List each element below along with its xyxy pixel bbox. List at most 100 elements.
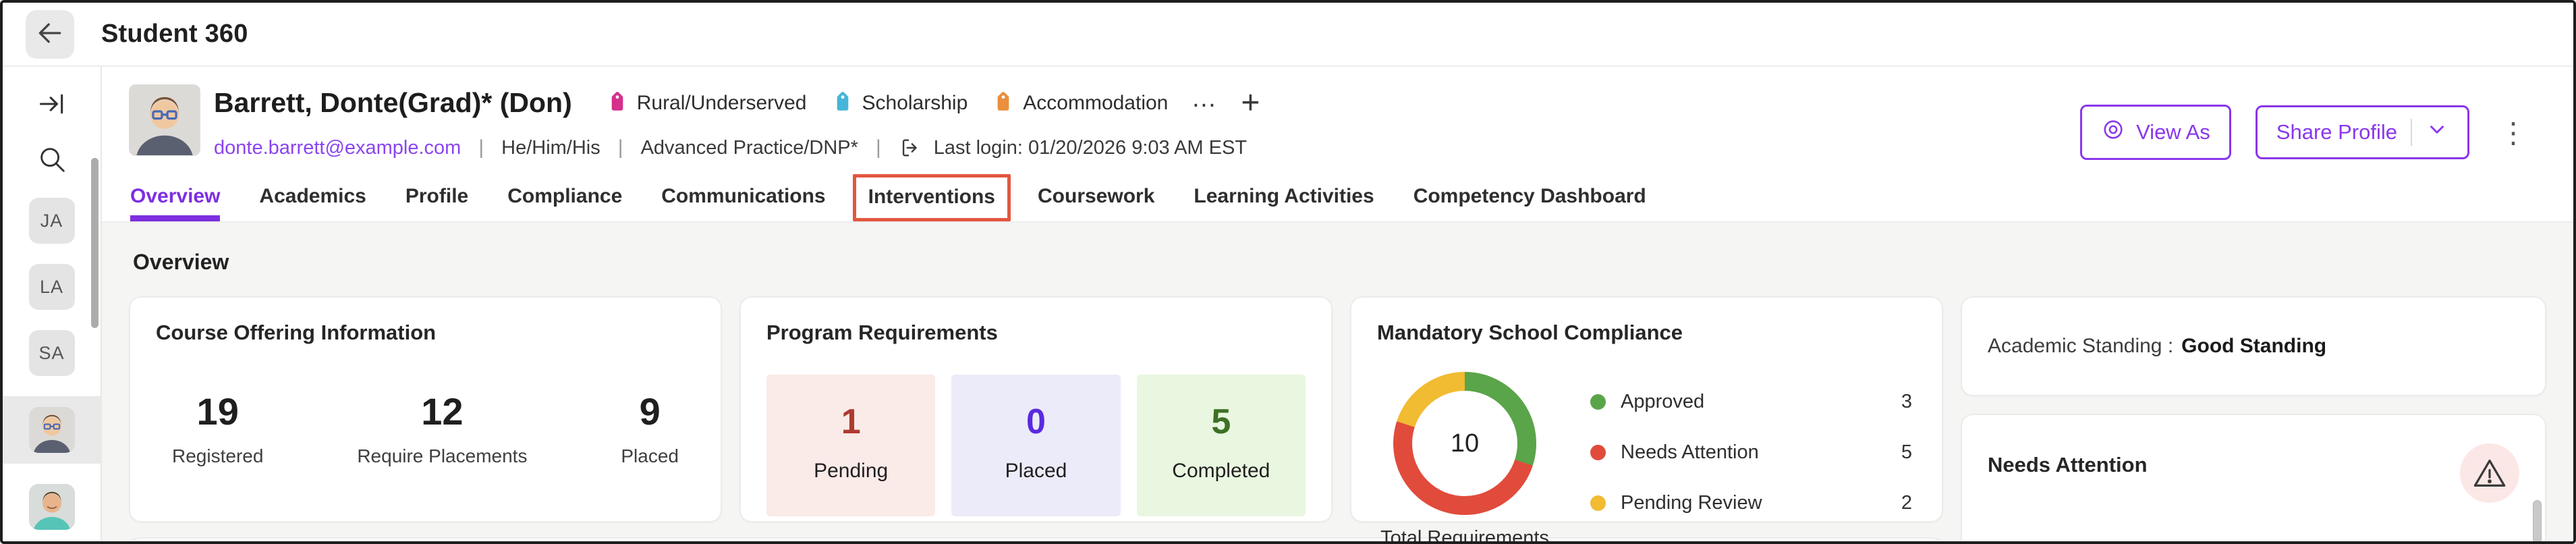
back-arrow-icon <box>35 18 65 50</box>
mandatory-compliance-card: Mandatory School Compliance 10 Total Req… <box>1350 296 1943 541</box>
view-as-button[interactable]: View As <box>2080 105 2231 160</box>
stat-label: Registered <box>172 445 264 466</box>
compliance-donut-chart: 10 <box>1393 372 1536 515</box>
tab-interventions[interactable]: Interventions <box>852 174 1011 221</box>
academic-standing-value: Good Standing <box>2181 335 2327 357</box>
tag-icon <box>986 86 1018 119</box>
tile-completed: 5 Completed <box>1136 375 1306 516</box>
divider: | <box>478 136 484 159</box>
donut-total-label: Total Requirements <box>1380 527 1549 541</box>
student-name: Barrett, Donte(Grad)* (Don) <box>214 87 572 118</box>
share-profile-button[interactable]: Share Profile <box>2255 105 2469 159</box>
kebab-menu-button[interactable]: ⋮ <box>2494 116 2533 149</box>
program-requirements-card: Program Requirements 1 Pending 0 Placed <box>739 296 1333 522</box>
divider: | <box>617 136 623 159</box>
overview-section: Overview Course Offering Information 19 … <box>102 221 2573 541</box>
tab-overview[interactable]: Overview <box>130 185 221 221</box>
legend-needs-attention: Needs Attention 5 <box>1590 441 1912 464</box>
tab-profile[interactable]: Profile <box>405 185 469 207</box>
card-title: Program Requirements <box>766 321 998 344</box>
tag-icon <box>600 86 632 119</box>
tab-academics[interactable]: Academics <box>259 185 366 207</box>
legend-label: Needs Attention <box>1621 441 1759 463</box>
card-title: Mandatory School Compliance <box>1377 321 1683 344</box>
share-profile-label: Share Profile <box>2276 120 2397 144</box>
avatar <box>28 407 75 453</box>
tab-communications[interactable]: Communications <box>661 185 826 207</box>
card-scrollbar[interactable] <box>2533 500 2542 541</box>
tab-compliance[interactable]: Compliance <box>507 185 623 207</box>
stat-require-placements: 12 Require Placements <box>357 389 527 467</box>
search-button[interactable] <box>36 142 67 178</box>
warning-triangle-icon <box>2460 443 2519 503</box>
stat-label: Placed <box>621 445 679 466</box>
academic-standing-label: Academic Standing : <box>1988 335 2174 357</box>
page-title: Student 360 <box>101 20 248 48</box>
tag-label: Accommodation <box>1023 91 1169 114</box>
arrow-to-bar-icon <box>37 89 67 121</box>
needs-attention-card: Needs Attention Administrator Mand <box>1961 414 2546 541</box>
chevron-down-icon <box>2426 118 2448 146</box>
legend-value: 2 <box>1901 492 1912 514</box>
last-login-icon <box>899 136 922 159</box>
tag-label: Scholarship <box>862 91 968 114</box>
eye-icon <box>2101 117 2125 147</box>
avatar-initials: JA <box>40 210 63 231</box>
student-tag-scholarship: Scholarship <box>830 92 968 115</box>
legend-dot <box>1590 445 1606 460</box>
more-tags-button[interactable]: … <box>1191 86 1218 115</box>
legend-value: 5 <box>1901 441 1912 463</box>
sidebar-student-sa[interactable]: SA <box>28 330 75 376</box>
main-content: Barrett, Donte(Grad)* (Don) Rural/Unders… <box>102 67 2573 541</box>
view-as-label: View As <box>2136 120 2210 144</box>
course-offering-card: Course Offering Information 19 Registere… <box>129 296 722 522</box>
search-icon <box>36 144 67 177</box>
last-login-text: Last login: 01/20/2026 9:03 AM EST <box>933 136 1248 159</box>
legend-dot <box>1590 495 1606 511</box>
sidebar-student-ja[interactable]: JA <box>28 198 75 244</box>
legend-label: Pending Review <box>1621 492 1762 514</box>
tab-competency-dashboard[interactable]: Competency Dashboard <box>1413 185 1646 207</box>
topbar: Student 360 <box>3 3 2573 67</box>
sidebar-scrollbar[interactable] <box>91 158 99 328</box>
divider: | <box>875 136 881 159</box>
sidebar-selected-student[interactable] <box>3 396 101 464</box>
student-tag-rural: Rural/Underserved <box>605 92 807 115</box>
student-tag-accommodation: Accommodation <box>990 92 1168 115</box>
tab-learning-activities[interactable]: Learning Activities <box>1194 185 1374 207</box>
student-pronouns: He/Him/His <box>501 136 600 159</box>
student-header: Barrett, Donte(Grad)* (Don) Rural/Unders… <box>102 67 2573 221</box>
academic-standing-card: Academic Standing : Good Standing <box>1961 296 2546 396</box>
section-title: Overview <box>133 250 229 274</box>
tab-bar: Overview Academics Profile Compliance Co… <box>129 174 2536 221</box>
tab-coursework[interactable]: Coursework <box>1038 185 1155 207</box>
tag-icon <box>824 86 857 119</box>
stat-value: 9 <box>639 390 661 433</box>
tile-pending: 1 Pending <box>766 375 936 516</box>
legend-approved: Approved 3 <box>1590 391 1912 413</box>
sidebar-student-photo[interactable] <box>28 484 75 530</box>
compliance-legend: Approved 3 Needs Attention 5 <box>1552 372 1916 514</box>
avatar-initials: SA <box>38 342 65 363</box>
stat-value: 12 <box>421 390 464 433</box>
expand-sidebar-button[interactable] <box>37 87 67 122</box>
back-button[interactable] <box>26 9 74 59</box>
stat-label: Require Placements <box>357 445 528 466</box>
student-program: Advanced Practice/DNP* <box>640 136 858 159</box>
button-divider <box>2411 119 2412 146</box>
student-email-link[interactable]: donte.barrett@example.com <box>214 136 461 159</box>
stat-registered: 19 Registered <box>172 389 263 467</box>
student-avatar <box>129 84 200 156</box>
donut-total-value: 10 <box>1412 391 1517 496</box>
sidebar: JA LA SA <box>3 67 102 541</box>
avatar-initials: LA <box>39 276 64 297</box>
add-tag-button[interactable]: + <box>1241 84 1260 121</box>
tile-label: Placed <box>1005 460 1067 482</box>
sidebar-student-la[interactable]: LA <box>28 264 75 310</box>
tile-value: 0 <box>1026 402 1046 441</box>
tile-label: Pending <box>814 460 889 482</box>
stat-value: 19 <box>196 390 239 433</box>
legend-label: Approved <box>1621 391 1705 412</box>
tile-value: 1 <box>841 402 861 441</box>
